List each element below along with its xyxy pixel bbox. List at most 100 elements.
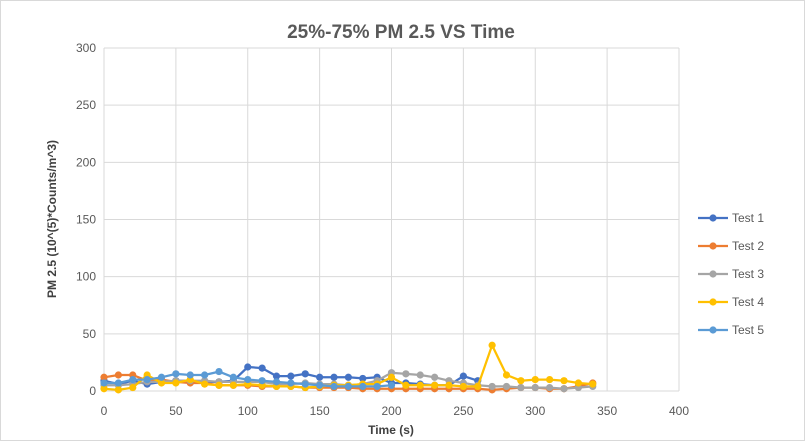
data-point: [100, 385, 108, 393]
data-point: [546, 375, 554, 384]
data-point: [287, 379, 295, 387]
legend-marker: [709, 242, 717, 250]
data-point: [402, 381, 410, 389]
data-point: [215, 367, 223, 376]
data-point: [244, 375, 252, 384]
data-point: [459, 372, 467, 380]
legend-item: Test 2: [698, 239, 764, 253]
data-point: [330, 373, 338, 381]
legend-label: Test 1: [732, 211, 764, 225]
y-tick-label: 300: [76, 41, 96, 55]
data-point: [287, 372, 295, 380]
data-point: [143, 375, 151, 384]
data-point: [517, 383, 525, 392]
data-point: [517, 377, 525, 385]
legend-item: Test 5: [698, 323, 764, 337]
y-tick-label: 150: [76, 213, 96, 227]
data-point: [100, 373, 108, 381]
data-point: [431, 381, 439, 389]
legend-marker: [709, 214, 717, 222]
legend-marker: [709, 326, 717, 334]
data-point: [402, 370, 410, 378]
data-point: [186, 371, 194, 379]
data-point: [244, 363, 252, 371]
data-point: [330, 382, 338, 391]
data-point: [416, 371, 424, 379]
x-tick-label: 200: [381, 404, 401, 418]
x-tick-label: 250: [453, 404, 473, 418]
x-tick-label: 100: [238, 404, 258, 418]
series-layer: [100, 341, 597, 394]
data-point: [215, 381, 223, 389]
data-point: [488, 341, 496, 349]
data-point: [201, 380, 209, 388]
data-point: [172, 379, 180, 387]
legend: Test 1 Test 2 Test 3 Test 4 Test 5: [698, 211, 764, 337]
gridlines: [103, 47, 680, 392]
data-point: [488, 382, 496, 391]
data-point: [316, 381, 324, 389]
data-point: [359, 374, 367, 383]
x-tick-label: 150: [310, 404, 330, 418]
data-point: [459, 382, 467, 391]
legend-label: Test 5: [732, 323, 764, 337]
data-point: [129, 375, 137, 384]
data-point: [114, 371, 122, 379]
chart-title: 25%-75% PM 2.5 VS Time: [287, 22, 515, 43]
data-point: [114, 379, 122, 387]
data-point: [316, 373, 324, 381]
x-tick-label: 0: [101, 404, 108, 418]
legend-label: Test 2: [732, 239, 764, 253]
data-point: [272, 378, 281, 386]
data-point: [589, 380, 597, 388]
legend-marker: [709, 298, 717, 306]
data-point: [201, 371, 209, 379]
data-point: [272, 372, 281, 380]
data-point: [172, 370, 180, 378]
y-tick-label: 250: [76, 98, 96, 112]
data-point: [445, 381, 453, 389]
data-point: [387, 381, 396, 389]
data-point: [344, 373, 352, 381]
data-point: [560, 377, 568, 385]
legend-label: Test 4: [732, 295, 764, 309]
data-point: [474, 382, 482, 391]
data-point: [431, 373, 439, 381]
data-point: [157, 379, 166, 387]
data-point: [416, 381, 424, 389]
data-point: [129, 383, 137, 392]
data-point: [359, 382, 367, 391]
y-tick-label: 200: [76, 155, 96, 169]
x-tick-label: 400: [669, 404, 689, 418]
data-point: [114, 386, 122, 394]
x-axis-label: Time (s): [368, 423, 414, 437]
y-tick-label: 100: [76, 270, 96, 284]
legend-label: Test 3: [732, 267, 764, 281]
data-point: [531, 375, 539, 384]
x-tick-label: 350: [597, 404, 617, 418]
data-point: [344, 382, 352, 391]
data-point: [531, 383, 539, 392]
data-point: [301, 370, 309, 378]
legend-item: Test 1: [698, 211, 764, 225]
data-point: [301, 380, 309, 388]
data-point: [502, 371, 511, 379]
data-point: [258, 364, 266, 372]
y-tick-label: 0: [89, 384, 96, 398]
series-5: [100, 367, 396, 391]
data-point: [373, 382, 381, 391]
x-tick-label: 300: [525, 404, 545, 418]
data-point: [560, 385, 568, 393]
tick-labels: 0 50 100 150 200 250 300 0 50 100 150 200 250 300 350 4…: [76, 41, 689, 418]
data-point: [258, 377, 266, 385]
legend-item: Test 4: [698, 295, 764, 309]
data-point: [387, 373, 396, 381]
data-point: [229, 373, 237, 381]
x-tick-label: 50: [169, 404, 183, 418]
legend-marker: [709, 270, 717, 278]
legend-item: Test 3: [698, 267, 764, 281]
y-axis-label: PM 2.5 (10^(5)*Counts/m^3): [45, 140, 59, 298]
data-point: [229, 381, 237, 389]
